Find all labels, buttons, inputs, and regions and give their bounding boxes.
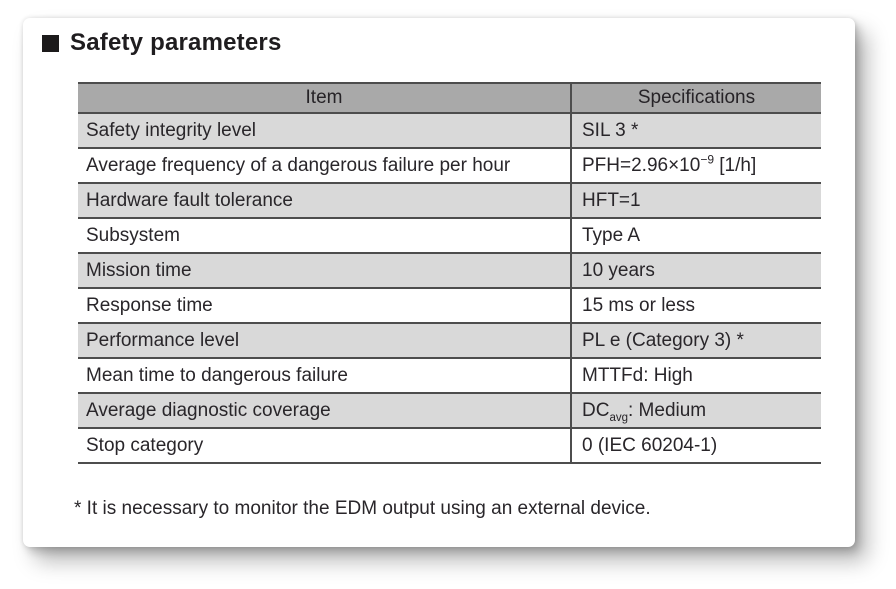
spec-cell: PL e (Category 3) * [571, 323, 821, 358]
item-cell: Mean time to dangerous failure [78, 358, 572, 393]
spec-text-segment: [1/h] [714, 154, 757, 176]
table-row: Mean time to dangerous failure MTTFd: Hig… [78, 358, 821, 393]
item-cell: Average frequency of a dangerous failure… [78, 148, 572, 183]
spec-text-segment: 10 years [582, 259, 655, 281]
table-row: Mission time 10 years [78, 253, 821, 288]
header-item: Item [78, 83, 572, 114]
header-row: Item Specifications [78, 83, 821, 114]
spec-text-segment: HFT=1 [582, 189, 641, 211]
spec-cell: HFT=1 [571, 183, 821, 218]
spec-cell: MTTFd: High [571, 358, 821, 393]
footnote: * It is necessary to monitor the EDM out… [74, 498, 651, 519]
table-row: Safety integrity level SIL 3 * [78, 113, 821, 148]
table-row: Average diagnostic coverage DCavg: Medium [78, 393, 821, 428]
safety-parameters-table: Item Specifications Safety integrity lev… [78, 82, 821, 464]
table-header: Item Specifications [78, 83, 821, 114]
spec-cell: 15 ms or less [571, 288, 821, 323]
item-cell: Stop category [78, 428, 572, 463]
spec-text-segment: 0 (IEC 60204-1) [582, 434, 718, 456]
spec-cell: 0 (IEC 60204-1) [571, 428, 821, 463]
spec-text-segment: PL e (Category 3) * [582, 329, 744, 351]
spec-text-segment: MTTFd: High [582, 364, 693, 386]
item-cell: Performance level [78, 323, 572, 358]
spec-cell: DCavg: Medium [571, 393, 821, 428]
spec-text-segment: : Medium [628, 399, 707, 421]
spec-cell: Type A [571, 218, 821, 253]
spec-text-segment: −9 [700, 152, 714, 167]
spec-cell: SIL 3 * [571, 113, 821, 148]
document-page: Safety parameters Item Specifications Sa… [23, 18, 855, 547]
spec-cell: PFH=2.96×10−9 [1/h] [571, 148, 821, 183]
item-cell: Response time [78, 288, 572, 323]
table-row: Hardware fault tolerance HFT=1 [78, 183, 821, 218]
spec-text-segment: SIL 3 * [582, 119, 639, 141]
item-cell: Mission time [78, 253, 572, 288]
spec-text-segment: Type A [582, 224, 641, 246]
item-cell: Subsystem [78, 218, 572, 253]
table-row: Average frequency of a dangerous failure… [78, 148, 821, 183]
table-row: Performance level PL e (Category 3) * [78, 323, 821, 358]
table-row: Response time 15 ms or less [78, 288, 821, 323]
spec-text-segment: DC [582, 399, 610, 421]
item-cell: Hardware fault tolerance [78, 183, 572, 218]
spec-text-segment: PFH=2.96×10 [582, 154, 701, 176]
spec-text-segment: 15 ms or less [582, 294, 695, 316]
section-title: Safety parameters [70, 29, 282, 56]
spec-text-segment: avg [609, 411, 628, 424]
table-row: Subsystem Type A [78, 218, 821, 253]
table-body: Safety integrity level SIL 3 * Average fre… [78, 113, 821, 463]
header-specifications: Specifications [571, 83, 821, 114]
table-row: Stop category 0 (IEC 60204-1) [78, 428, 821, 463]
item-cell: Average diagnostic coverage [78, 393, 572, 428]
section-heading: Safety parameters [42, 29, 282, 57]
spec-cell: 10 years [571, 253, 821, 288]
item-cell: Safety integrity level [78, 113, 572, 148]
square-bullet-icon [42, 34, 59, 52]
